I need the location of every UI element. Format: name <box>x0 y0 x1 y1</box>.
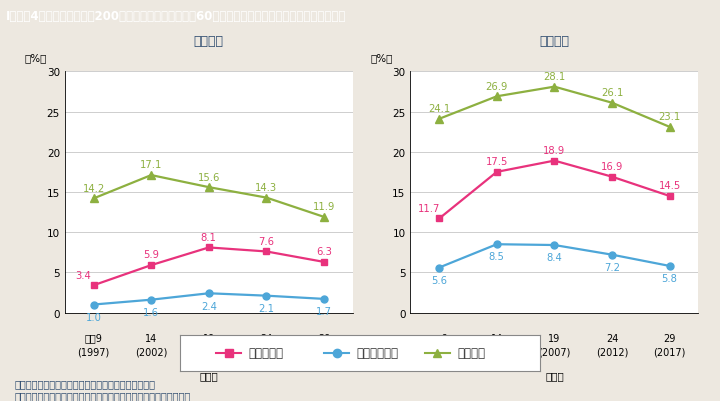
Text: (1997): (1997) <box>423 346 455 356</box>
Text: (2017): (2017) <box>654 346 685 356</box>
Text: （%）: （%） <box>370 53 392 63</box>
Text: 14.5: 14.5 <box>659 181 680 191</box>
Text: (2002): (2002) <box>481 346 513 356</box>
Text: 17.5: 17.5 <box>485 157 508 167</box>
Text: 7.2: 7.2 <box>604 262 620 272</box>
Text: （年）: （年） <box>199 371 218 381</box>
Text: (2002): (2002) <box>135 346 167 356</box>
Text: (2012): (2012) <box>251 346 282 356</box>
Text: 14.2: 14.2 <box>83 183 104 193</box>
Text: (1997): (1997) <box>78 346 109 356</box>
Text: (2007): (2007) <box>539 346 570 356</box>
Text: 5.6: 5.6 <box>431 275 447 285</box>
Text: 8.4: 8.4 <box>546 253 562 263</box>
Text: 7.6: 7.6 <box>258 236 274 246</box>
Text: 5.8: 5.8 <box>662 273 678 284</box>
Text: 18.9: 18.9 <box>544 146 565 156</box>
Text: 自営業主: 自営業主 <box>457 346 485 359</box>
Text: 14: 14 <box>145 333 158 343</box>
Text: I－特－4図　年間就業日数200日以上かつ週間就業時間60時間以上の就業者の割合の推移（男女別）: I－特－4図 年間就業日数200日以上かつ週間就業時間60時間以上の就業者の割合… <box>6 10 346 23</box>
Text: (2017): (2017) <box>308 346 340 356</box>
Text: 29: 29 <box>318 333 330 343</box>
Text: 平成9: 平成9 <box>431 333 448 343</box>
Text: 26.1: 26.1 <box>600 88 624 98</box>
Text: 24: 24 <box>606 333 618 343</box>
Text: 1.7: 1.7 <box>316 306 332 316</box>
Text: 26.9: 26.9 <box>485 81 508 91</box>
Text: 6.3: 6.3 <box>316 247 332 257</box>
Text: 3.4: 3.4 <box>76 270 91 280</box>
Text: 14.3: 14.3 <box>256 182 277 192</box>
Text: 〈女性〉: 〈女性〉 <box>194 35 224 48</box>
Text: （%）: （%） <box>24 53 47 63</box>
Text: 17.1: 17.1 <box>140 160 163 170</box>
Text: 11.7: 11.7 <box>418 203 440 213</box>
Text: （年）: （年） <box>545 371 564 381</box>
Text: 16.9: 16.9 <box>600 162 624 172</box>
Text: 2.4: 2.4 <box>201 301 217 311</box>
Text: 5.9: 5.9 <box>143 250 159 260</box>
Text: 1.6: 1.6 <box>143 307 159 317</box>
Text: 15.6: 15.6 <box>197 172 220 182</box>
Text: ２．割合は，就業時間が不詳の者を除いて算出している。: ２．割合は，就業時間が不詳の者を除いて算出している。 <box>14 390 191 400</box>
Text: 非正規の職員: 非正規の職員 <box>356 346 398 359</box>
Text: 23.1: 23.1 <box>659 112 680 122</box>
Text: 正規の職員: 正規の職員 <box>248 346 284 359</box>
Text: 8.1: 8.1 <box>201 232 217 242</box>
Text: (2012): (2012) <box>596 346 628 356</box>
Text: 平成9: 平成9 <box>85 333 102 343</box>
Text: 14: 14 <box>490 333 503 343</box>
Text: 29: 29 <box>663 333 676 343</box>
Text: 19: 19 <box>202 333 215 343</box>
Text: 28.1: 28.1 <box>544 72 565 82</box>
Text: (2007): (2007) <box>193 346 225 356</box>
Text: 19: 19 <box>548 333 561 343</box>
Text: 8.5: 8.5 <box>489 252 505 262</box>
Text: 2.1: 2.1 <box>258 303 274 313</box>
Text: 1.0: 1.0 <box>86 312 102 322</box>
Text: 24.1: 24.1 <box>428 104 450 114</box>
Text: 11.9: 11.9 <box>312 202 336 212</box>
Text: 〈男性〉: 〈男性〉 <box>539 35 570 48</box>
Text: 24: 24 <box>260 333 273 343</box>
Text: （備考）１．総務省「就業構造基本調査」より作成。: （備考）１．総務省「就業構造基本調査」より作成。 <box>14 378 156 388</box>
